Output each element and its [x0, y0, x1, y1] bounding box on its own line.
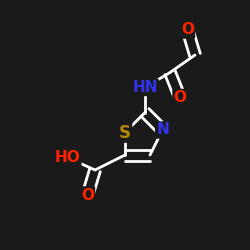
Text: HN: HN [132, 80, 158, 95]
Text: S: S [119, 124, 131, 142]
Text: O: O [81, 188, 94, 202]
Text: O: O [174, 90, 186, 105]
Text: N: N [156, 122, 169, 138]
Text: O: O [181, 22, 194, 38]
Text: HO: HO [54, 150, 80, 165]
